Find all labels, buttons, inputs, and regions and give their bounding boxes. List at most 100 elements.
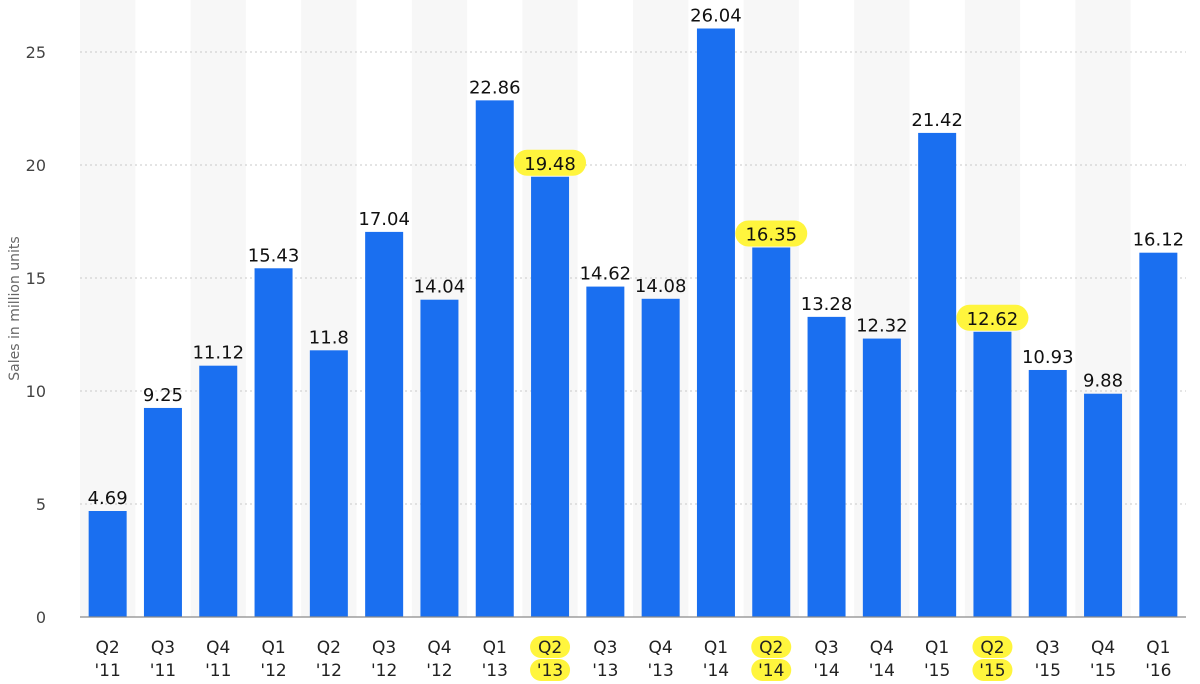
x-tick-label-year: '14: [758, 661, 784, 681]
value-label-17: 10.93: [1022, 347, 1074, 368]
value-label-14: 12.32: [856, 316, 908, 337]
x-tick-label-year: '13: [592, 661, 618, 681]
x-tick-label-quarter: Q2: [759, 638, 783, 658]
x-tick-label-year: '14: [813, 661, 839, 681]
x-tick-label-year: '13: [482, 661, 508, 681]
x-tick-label-quarter: Q1: [1146, 638, 1170, 658]
x-tick-label-quarter: Q1: [704, 638, 728, 658]
y-tick-label: 15: [26, 269, 46, 288]
x-tick-label-year: '15: [1035, 661, 1061, 681]
tick-highlight-12-a: [751, 636, 792, 658]
bar-3: [254, 268, 293, 617]
value-label-10: 14.08: [635, 276, 687, 297]
value-label-3: 15.43: [248, 245, 300, 266]
x-tick-label-year: '16: [1145, 661, 1171, 681]
value-label-8: 19.48: [524, 154, 576, 175]
x-tick-label-quarter: Q3: [1036, 638, 1060, 658]
value-label-19: 16.12: [1133, 230, 1185, 251]
x-tick-label-year: '11: [94, 661, 120, 681]
bar-8: [531, 176, 570, 617]
tick-highlight-8-a: [530, 636, 571, 658]
tick-highlight-12-b: [751, 659, 792, 681]
value-label-1: 9.25: [143, 385, 183, 406]
x-tick-label-quarter: Q3: [151, 638, 175, 658]
y-tick-label: 0: [36, 608, 46, 627]
value-label-7: 22.86: [469, 77, 521, 98]
x-tick-label-quarter: Q2: [96, 638, 120, 658]
bar-12: [752, 247, 791, 618]
value-label-6: 14.04: [414, 277, 466, 298]
x-tick-label-year: '14: [869, 661, 895, 681]
x-tick-label-quarter: Q1: [925, 638, 949, 658]
x-tick-label-year: '11: [150, 661, 176, 681]
x-tick-label-quarter: Q2: [317, 638, 341, 658]
tick-highlight-16-a: [972, 636, 1013, 658]
value-label-16: 12.62: [967, 309, 1019, 330]
y-tick-label: 25: [26, 43, 46, 62]
bar-6: [420, 299, 459, 617]
bar-9: [586, 286, 625, 617]
value-label-4: 11.8: [309, 327, 349, 348]
x-tick-label-year: '14: [703, 661, 729, 681]
tick-highlight-8-b: [530, 659, 571, 681]
value-label-15: 21.42: [911, 110, 963, 131]
x-tick-label-year: '11: [205, 661, 231, 681]
bar-18: [1084, 393, 1123, 617]
x-tick-label-year: '13: [537, 661, 563, 681]
value-labels: 4.69 9.25 11.12 15.43 11.8 17.04 14.04 22.86 19.…: [88, 5, 1185, 509]
bar-0: [88, 511, 127, 617]
tick-highlight-16-b: [972, 659, 1013, 681]
bar-7: [475, 100, 514, 617]
x-tick-label-quarter: Q4: [1091, 638, 1115, 658]
bar-17: [1028, 369, 1067, 617]
x-tick-label-quarter: Q3: [593, 638, 617, 658]
bars: [88, 28, 1178, 618]
x-tick-label-quarter: Q4: [649, 638, 673, 658]
x-tick-label-quarter: Q4: [427, 638, 451, 658]
value-highlight-8: [514, 149, 587, 176]
y-axis-label: Sales in million units: [7, 236, 23, 380]
y-tick-label: 20: [26, 156, 46, 175]
x-tick-label-quarter: Q4: [870, 638, 894, 658]
x-tick-label-year: '13: [647, 661, 673, 681]
value-label-0: 4.69: [88, 488, 128, 509]
x-tick-label-year: '12: [426, 661, 452, 681]
bar-15: [918, 132, 957, 617]
bar-4: [309, 350, 348, 617]
bar-11: [696, 28, 735, 618]
value-highlight-12: [735, 220, 808, 247]
x-tick-label-year: '12: [260, 661, 286, 681]
y-tick-label: 5: [36, 495, 46, 514]
bar-2: [199, 365, 238, 617]
bar-14: [862, 338, 901, 617]
x-tick-label-quarter: Q3: [814, 638, 838, 658]
value-label-9: 14.62: [580, 264, 632, 285]
x-tick-label-quarter: Q1: [483, 638, 507, 658]
bar-10: [641, 298, 680, 617]
value-highlight-16: [956, 304, 1029, 331]
bar-1: [143, 407, 182, 617]
value-label-2: 11.12: [192, 343, 244, 364]
x-tick-label-quarter: Q2: [980, 638, 1004, 658]
value-label-5: 17.04: [358, 209, 410, 230]
x-tick-label-quarter: Q2: [538, 638, 562, 658]
x-axis-ticks: Q2 '11 Q3 '11 Q4 '11 Q1 '12 Q2 '12 Q3 '12 Q4 '12 Q1 '13…: [94, 636, 1172, 681]
value-label-18: 9.88: [1083, 371, 1123, 392]
x-tick-label-year: '15: [979, 661, 1005, 681]
bar-16: [973, 331, 1012, 617]
x-tick-label-year: '12: [316, 661, 342, 681]
value-label-13: 13.28: [801, 294, 853, 315]
x-tick-label-quarter: Q4: [206, 638, 230, 658]
y-axis-ticks: 0 5 10 15 20 25: [26, 43, 46, 627]
bar-19: [1139, 252, 1178, 618]
x-tick-label-quarter: Q1: [261, 638, 285, 658]
bar-13: [807, 316, 846, 617]
x-tick-label-year: '15: [1090, 661, 1116, 681]
x-tick-label-year: '15: [924, 661, 950, 681]
bar-5: [365, 231, 404, 617]
x-tick-label-quarter: Q3: [372, 638, 396, 658]
y-tick-label: 10: [26, 382, 46, 401]
value-label-11: 26.04: [690, 5, 742, 26]
value-label-12: 16.35: [745, 224, 797, 245]
